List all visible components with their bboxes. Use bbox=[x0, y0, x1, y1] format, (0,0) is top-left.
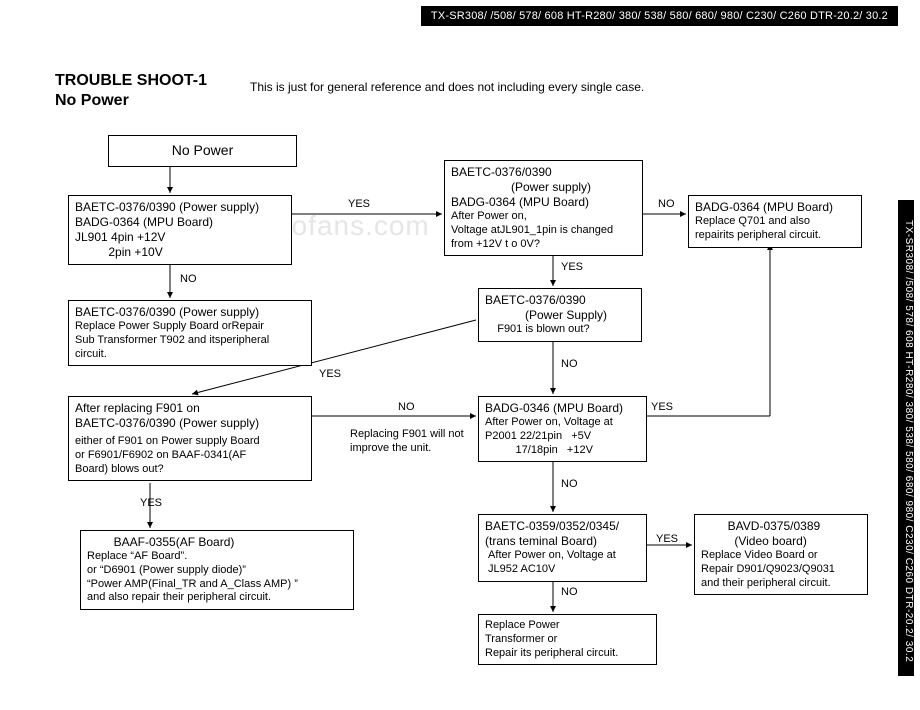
text: 17/18pin +12V bbox=[485, 444, 640, 458]
node-mpu-voltage-check: BAETC-0376/0390 (Power supply) BADG-0364… bbox=[444, 160, 643, 256]
node-video-board-replace: BAVD-0375/0389 (Video board) Replace Vid… bbox=[694, 514, 868, 595]
text: (Power Supply) bbox=[485, 308, 635, 323]
text: BAVD-0375/0389 bbox=[701, 519, 861, 534]
page-subtitle: No Power bbox=[55, 92, 129, 110]
text: Repair D901/Q9023/Q9031 bbox=[701, 563, 861, 577]
label-no: NO bbox=[561, 478, 578, 490]
label-yes: YES bbox=[651, 401, 673, 413]
node-start-text: No Power bbox=[172, 142, 233, 158]
text: “Power AMP(Final_TR and A_Class AMP) ” bbox=[87, 578, 347, 592]
text: improve the unit. bbox=[350, 442, 490, 456]
text: or “D6901 (Power supply diode)” bbox=[87, 564, 347, 578]
label-yes: YES bbox=[140, 497, 162, 509]
model-bar-top: TX-SR308/ /508/ 578/ 608 HT-R280/ 380/ 5… bbox=[421, 6, 898, 26]
text: JL952 AC10V bbox=[485, 563, 640, 577]
text: Transformer or bbox=[485, 633, 650, 647]
text: (Video board) bbox=[701, 534, 861, 549]
label-no: NO bbox=[658, 198, 675, 210]
node-af-board-replace: BAAF-0355(AF Board) Replace “AF Board”. … bbox=[80, 530, 354, 610]
node-after-replacing-f901: After replacing F901 on BAETC-0376/0390 … bbox=[68, 396, 312, 481]
text: Repair its peripheral circuit. bbox=[485, 647, 650, 661]
text: BADG-0364 (MPU Board) bbox=[695, 200, 855, 215]
text: repairits peripheral circuit. bbox=[695, 229, 855, 243]
text: BADG-0364 (MPU Board) bbox=[451, 195, 636, 210]
text: P2001 22/21pin +5V bbox=[485, 430, 640, 444]
text: Replace Power Supply Board orRepair bbox=[75, 320, 305, 334]
node-replace-psu-board: BAETC-0376/0390 (Power supply) Replace P… bbox=[68, 300, 312, 366]
text: After replacing F901 on bbox=[75, 401, 305, 416]
text: (Power supply) bbox=[451, 180, 636, 195]
text: circuit. bbox=[75, 348, 305, 362]
page-caption: This is just for general reference and d… bbox=[250, 80, 644, 94]
node-mpu-p2001-voltage: BADG-0346 (MPU Board) After Power on, Vo… bbox=[478, 396, 647, 462]
label-no: NO bbox=[180, 273, 197, 285]
node-replace-q701: BADG-0364 (MPU Board) Replace Q701 and a… bbox=[688, 195, 862, 248]
label-yes: YES bbox=[319, 368, 341, 380]
text: After Power on, Voltage at bbox=[485, 549, 640, 563]
text: BAETC-0376/0390 (Power supply) bbox=[75, 416, 305, 431]
text: BAETC-0376/0390 bbox=[451, 165, 636, 180]
page-title: TROUBLE SHOOT-1 bbox=[55, 72, 207, 90]
node-start: No Power bbox=[108, 135, 297, 167]
text: BAETC-0359/0352/0345/ bbox=[485, 519, 640, 534]
text: Replace Video Board or bbox=[701, 549, 861, 563]
label-yes: YES bbox=[656, 533, 678, 545]
text: Board) blows out? bbox=[75, 463, 305, 477]
label-yes: YES bbox=[348, 198, 370, 210]
text: BAETC-0376/0390 (Power supply) bbox=[75, 200, 285, 215]
node-power-supply-check: BAETC-0376/0390 (Power supply) BADG-0364… bbox=[68, 195, 292, 265]
node-trans-terminal-voltage: BAETC-0359/0352/0345/ (trans teminal Boa… bbox=[478, 514, 647, 582]
text: After Power on, Voltage at bbox=[485, 416, 640, 430]
text: Replacing F901 will not bbox=[350, 428, 490, 442]
text: BAETC-0376/0390 bbox=[485, 293, 635, 308]
label-no: NO bbox=[561, 586, 578, 598]
text: BAAF-0355(AF Board) bbox=[87, 535, 347, 550]
text: either of F901 on Power supply Board bbox=[75, 435, 305, 449]
text: BADG-0346 (MPU Board) bbox=[485, 401, 640, 416]
text: F901 is blown out? bbox=[485, 323, 635, 337]
text: BAETC-0376/0390 (Power supply) bbox=[75, 305, 305, 320]
text: Replace Power bbox=[485, 619, 650, 633]
label-no: NO bbox=[398, 401, 415, 413]
text: or F6901/F6902 on BAAF-0341(AF bbox=[75, 449, 305, 463]
node-f901-blown: BAETC-0376/0390 (Power Supply) F901 is b… bbox=[478, 288, 642, 342]
text: Replace “AF Board”. bbox=[87, 550, 347, 564]
text: After Power on, bbox=[451, 210, 636, 224]
text: 2pin +10V bbox=[75, 245, 285, 260]
node-replace-transformer: Replace Power Transformer or Repair its … bbox=[478, 614, 657, 665]
text: Sub Transformer T902 and itsperipheral bbox=[75, 334, 305, 348]
label-yes: YES bbox=[561, 261, 583, 273]
note-replacing-f901: Replacing F901 will not improve the unit… bbox=[350, 428, 490, 456]
model-bar-side: TX-SR308/ /508/ 578/ 608 HT-R280/ 380/ 5… bbox=[898, 200, 914, 676]
text: and their peripheral circuit. bbox=[701, 577, 861, 591]
label-no: NO bbox=[561, 358, 578, 370]
text: and also repair their peripheral circuit… bbox=[87, 591, 347, 605]
text: (trans teminal Board) bbox=[485, 534, 640, 549]
text: from +12V t o 0V? bbox=[451, 238, 636, 252]
text: Voltage atJL901_1pin is changed bbox=[451, 224, 636, 238]
text: JL901 4pin +12V bbox=[75, 230, 285, 245]
text: BADG-0364 (MPU Board) bbox=[75, 215, 285, 230]
text: Replace Q701 and also bbox=[695, 215, 855, 229]
